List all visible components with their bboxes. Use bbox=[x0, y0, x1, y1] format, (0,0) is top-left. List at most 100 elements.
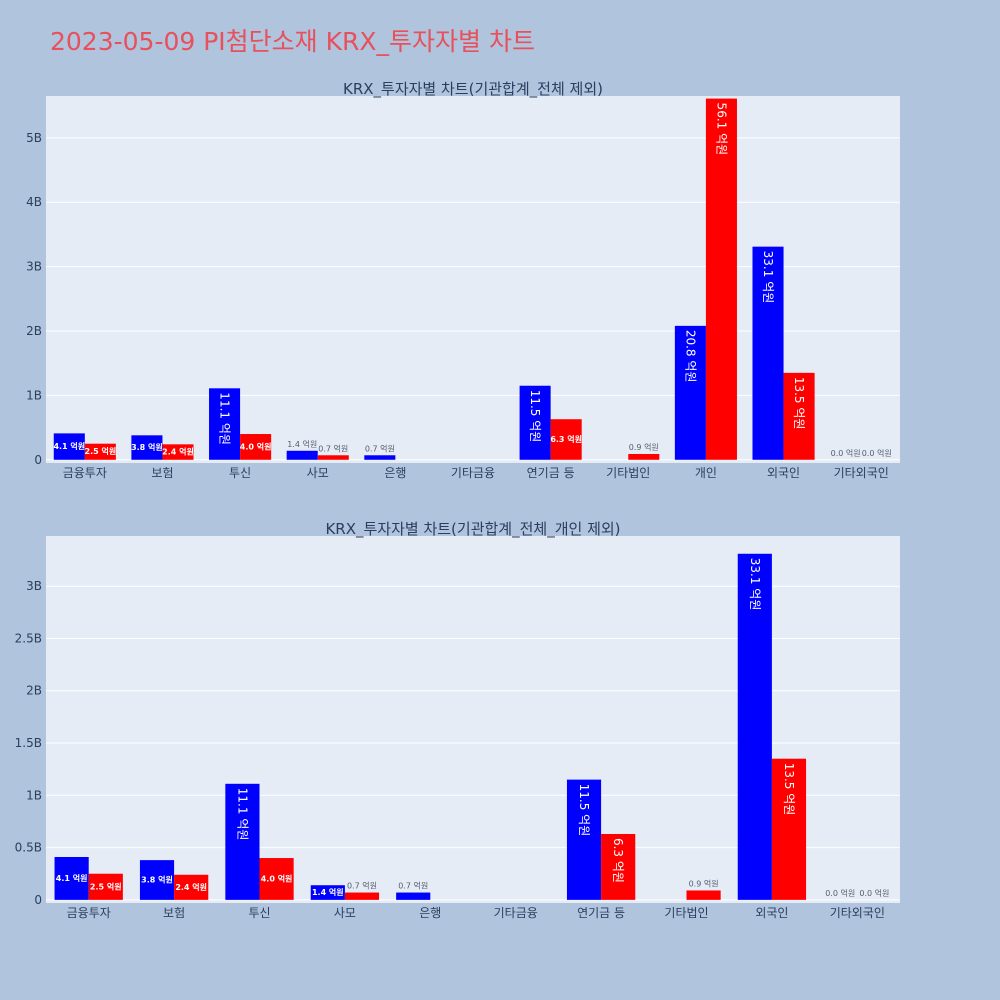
x-tick-label: 기타법인 bbox=[664, 906, 708, 920]
chart-title: KRX_투자자별 차트(기관합계_전체 제외) bbox=[343, 80, 603, 99]
y-tick-label: 2B bbox=[26, 684, 42, 698]
x-tick-label: 은행 bbox=[384, 465, 406, 480]
bar bbox=[601, 833, 636, 900]
data-label: 0.0 억원 bbox=[859, 888, 889, 898]
data-label: 13.5 억원 bbox=[792, 377, 806, 430]
bar bbox=[364, 455, 396, 460]
bar bbox=[344, 892, 380, 900]
x-tick-label: 보험 bbox=[151, 466, 173, 480]
y-tick-label: 1B bbox=[26, 388, 42, 402]
data-label: 11.5 억원 bbox=[528, 390, 542, 443]
bar bbox=[209, 388, 241, 460]
bar bbox=[519, 385, 551, 460]
bar bbox=[131, 435, 163, 460]
data-label: 0.9 억원 bbox=[689, 878, 719, 888]
data-label: 2.4 억원 bbox=[175, 882, 207, 892]
x-tick-label: 기타금융 bbox=[451, 466, 495, 480]
x-tick-label: 보험 bbox=[163, 906, 185, 920]
data-label: 33.1 억원 bbox=[748, 558, 762, 611]
data-label: 11.5 억원 bbox=[577, 784, 591, 837]
y-tick-label: 1B bbox=[26, 788, 42, 802]
data-label: 13.5 억원 bbox=[782, 763, 796, 816]
y-tick-label: 2B bbox=[26, 324, 42, 338]
bar bbox=[240, 434, 272, 460]
bar bbox=[674, 325, 706, 460]
data-label: 11.1 억원 bbox=[218, 392, 232, 445]
data-label: 0.9 억원 bbox=[629, 442, 659, 452]
y-tick-label: 3B bbox=[26, 260, 42, 274]
data-label: 1.4 억원 bbox=[287, 439, 317, 449]
x-tick-label: 기타외국인 bbox=[834, 466, 889, 480]
data-label: 0.7 억원 bbox=[365, 443, 395, 453]
data-label: 20.8 억원 bbox=[683, 330, 697, 383]
data-label: 6.3 억원 bbox=[550, 434, 582, 444]
data-label: 6.3 억원 bbox=[611, 838, 625, 883]
bar bbox=[310, 885, 345, 900]
bar bbox=[54, 856, 89, 900]
bar bbox=[686, 890, 721, 900]
chart-title: KRX_투자자별 차트(기관합계_전체_개인 제외) bbox=[325, 520, 620, 539]
y-tick-label: 1.5B bbox=[15, 736, 42, 750]
bar bbox=[139, 860, 175, 900]
x-tick-label: 투신 bbox=[248, 906, 270, 920]
bar bbox=[396, 892, 431, 900]
bar bbox=[771, 758, 807, 900]
data-label: 0.7 억원 bbox=[398, 881, 428, 891]
bar bbox=[225, 783, 260, 900]
x-tick-label: 연기금 등 bbox=[527, 466, 575, 480]
bar bbox=[566, 779, 602, 900]
bar bbox=[286, 450, 318, 460]
x-tick-label: 외국인 bbox=[755, 906, 788, 920]
y-tick-label: 2.5B bbox=[15, 631, 42, 645]
y-tick-label: 0 bbox=[34, 453, 42, 467]
data-label: 2.4 억원 bbox=[162, 447, 194, 457]
data-label: 4.0 억원 bbox=[240, 441, 272, 451]
bar bbox=[259, 858, 294, 900]
data-label: 0.0 억원 bbox=[831, 448, 861, 458]
y-tick-label: 3B bbox=[26, 579, 42, 593]
y-tick-label: 0.5B bbox=[15, 841, 42, 855]
bar bbox=[783, 372, 815, 460]
data-label: 2.5 억원 bbox=[90, 881, 122, 891]
x-tick-label: 사모 bbox=[334, 906, 356, 920]
bar bbox=[84, 443, 116, 460]
data-label: 11.1 억원 bbox=[235, 788, 249, 841]
data-label: 1.4 억원 bbox=[312, 887, 344, 897]
data-label: 0.7 억원 bbox=[318, 443, 348, 453]
data-label: 3.8 억원 bbox=[141, 874, 173, 884]
bar bbox=[53, 433, 85, 460]
data-label: 4.0 억원 bbox=[261, 873, 293, 883]
bar bbox=[550, 419, 582, 460]
data-label: 0.7 억원 bbox=[347, 881, 377, 891]
data-label: 56.1 억원 bbox=[714, 103, 728, 156]
bar bbox=[162, 444, 194, 460]
chart-1: 0 1B 2B 3B 4B 5B KRX_투자자별 차트(기관합계_전체 제외) 금융투자 4.… bbox=[26, 80, 900, 480]
bar bbox=[628, 453, 660, 460]
bar bbox=[88, 873, 123, 900]
data-label: 4.1 억원 bbox=[56, 873, 88, 883]
data-label: 3.8 억원 bbox=[131, 442, 163, 452]
bar bbox=[705, 98, 737, 460]
bar bbox=[317, 455, 349, 460]
bar bbox=[752, 246, 784, 460]
y-tick-label: 4B bbox=[26, 195, 42, 209]
x-tick-label: 개인 bbox=[695, 466, 717, 480]
x-tick-label: 기타외국인 bbox=[830, 906, 885, 920]
chart-2: 0 0.5B 1B 1.5B 2B 2.5B 3B KRX_투자자별 차트(기관합계_전체_개… bbox=[15, 520, 900, 920]
data-label: 0.0 억원 bbox=[862, 448, 892, 458]
data-label: 4.1 억원 bbox=[53, 441, 85, 451]
x-tick-label: 외국인 bbox=[767, 466, 800, 480]
x-tick-label: 연기금 등 bbox=[577, 906, 625, 920]
x-tick-label: 기타법인 bbox=[606, 466, 650, 480]
bar bbox=[174, 874, 209, 900]
x-tick-label: 금융투자 bbox=[67, 906, 111, 920]
data-label: 2.5 억원 bbox=[85, 446, 117, 456]
data-label: 33.1 억원 bbox=[761, 251, 775, 304]
y-tick-label: 0 bbox=[34, 893, 42, 907]
y-tick-label: 5B bbox=[26, 131, 42, 145]
x-tick-label: 기타금융 bbox=[494, 906, 538, 920]
page-title: 2023-05-09 PI첨단소재 KRX_투자자별 차트 bbox=[50, 27, 535, 56]
x-tick-label: 금융투자 bbox=[63, 466, 107, 480]
bar bbox=[737, 553, 772, 900]
